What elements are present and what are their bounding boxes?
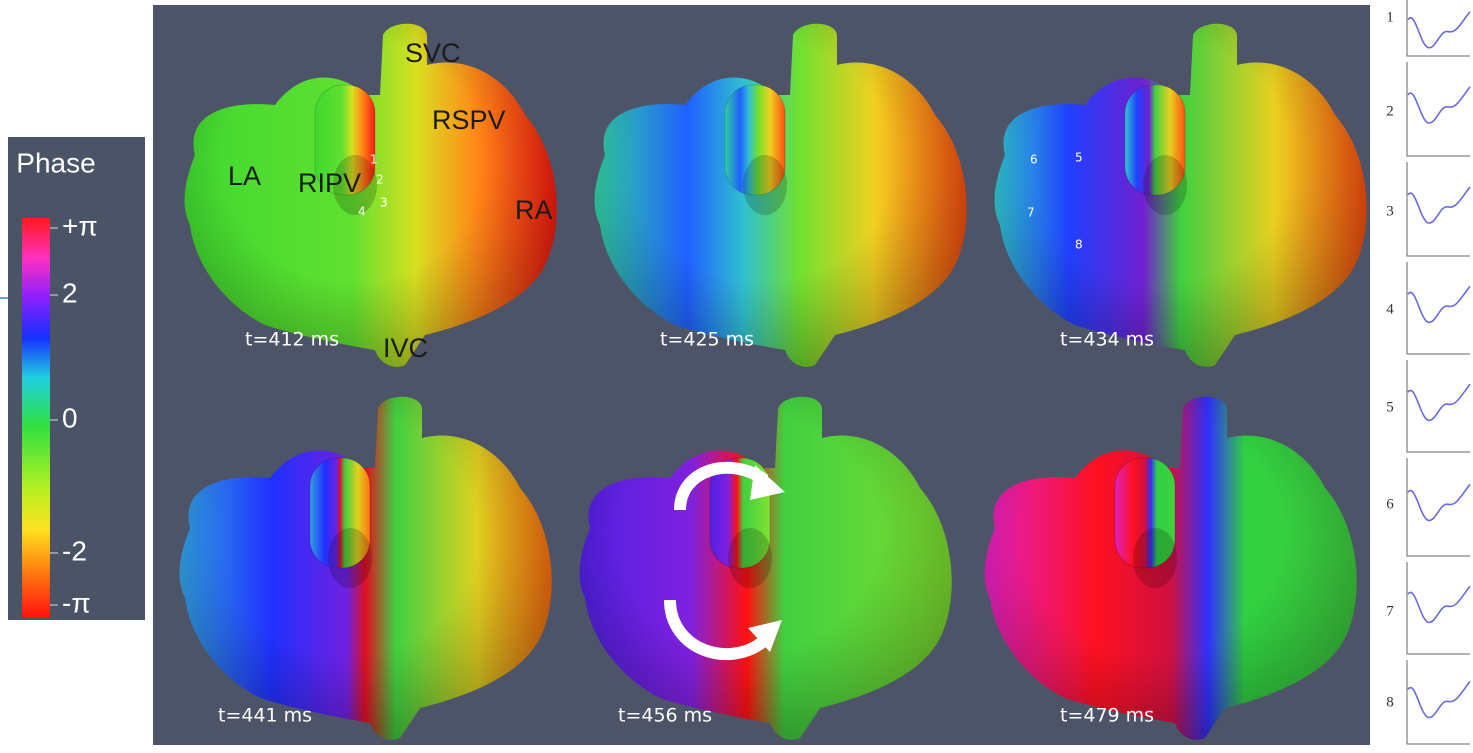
colorbar-tick-label: -2 — [62, 535, 87, 566]
electrode-label: 5 — [1075, 151, 1083, 165]
anatomy-label: RSPV — [432, 105, 506, 135]
time-label: t=412 ms — [245, 329, 339, 351]
colorbar-tick-label: -π — [62, 587, 91, 618]
trace-curve — [1408, 586, 1470, 622]
trace-frame — [1407, 458, 1470, 556]
electrode-label: 7 — [1027, 206, 1035, 220]
electrode-label: 3 — [380, 196, 388, 210]
electrode-label: 8 — [1075, 238, 1083, 252]
colorbar-tick-label: 0 — [62, 402, 78, 433]
trace-curve — [1408, 12, 1470, 48]
trace-number: 6 — [1386, 496, 1394, 512]
vein-ostium — [1143, 155, 1187, 215]
trace-number: 1 — [1386, 9, 1394, 25]
electrode-label: 4 — [358, 205, 366, 219]
time-label: t=425 ms — [660, 329, 754, 351]
anatomy-label: LA — [228, 161, 261, 191]
trace-frame — [1407, 660, 1470, 744]
trace-number: 2 — [1386, 103, 1394, 119]
colorbar-title: Phase — [16, 147, 95, 178]
trace-number: 5 — [1386, 399, 1394, 415]
trace-curve — [1408, 484, 1470, 520]
trace-curve — [1408, 384, 1470, 420]
colorbar — [22, 218, 50, 618]
trace-curve — [1408, 681, 1470, 717]
trace-number: 4 — [1386, 301, 1394, 317]
trace-number: 8 — [1386, 694, 1394, 710]
vein-ostium — [743, 155, 787, 215]
time-label: t=479 ms — [1060, 705, 1154, 727]
trace-curve — [1408, 187, 1470, 223]
trace-curve — [1408, 286, 1470, 322]
anatomy-label: IVC — [383, 333, 428, 363]
vein-ostium — [328, 528, 372, 588]
trace-frame — [1407, 162, 1470, 256]
time-label: t=434 ms — [1060, 329, 1154, 351]
electrode-label: 2 — [376, 173, 384, 187]
electrode-label: 6 — [1030, 153, 1038, 167]
colorbar-tick-label: 2 — [62, 277, 78, 308]
anatomy-label: RA — [515, 195, 553, 225]
time-label: t=441 ms — [218, 705, 312, 727]
vein-ostium — [1133, 528, 1177, 588]
trace-frame — [1407, 62, 1470, 156]
trace-curve — [1408, 87, 1470, 123]
anatomy-label: SVC — [405, 38, 461, 68]
trace-frame — [1407, 262, 1470, 354]
trace-number: 3 — [1386, 203, 1394, 219]
vein-ostium — [728, 528, 772, 588]
trace-number: 7 — [1386, 603, 1394, 619]
colorbar-tick-label: +π — [62, 210, 98, 241]
time-label: t=456 ms — [618, 705, 712, 727]
traces: 1 2 3 4 5 6 7 8 — [1386, 0, 1470, 744]
electrode-label: 1 — [370, 153, 378, 167]
anatomy-label: RIPV — [298, 168, 361, 198]
figure: Phase t=412 ms t=425 ms t=434 ms t=441 ms t=… — [0, 0, 1473, 753]
trace-frame — [1407, 360, 1470, 452]
trace-frame — [1407, 562, 1470, 654]
